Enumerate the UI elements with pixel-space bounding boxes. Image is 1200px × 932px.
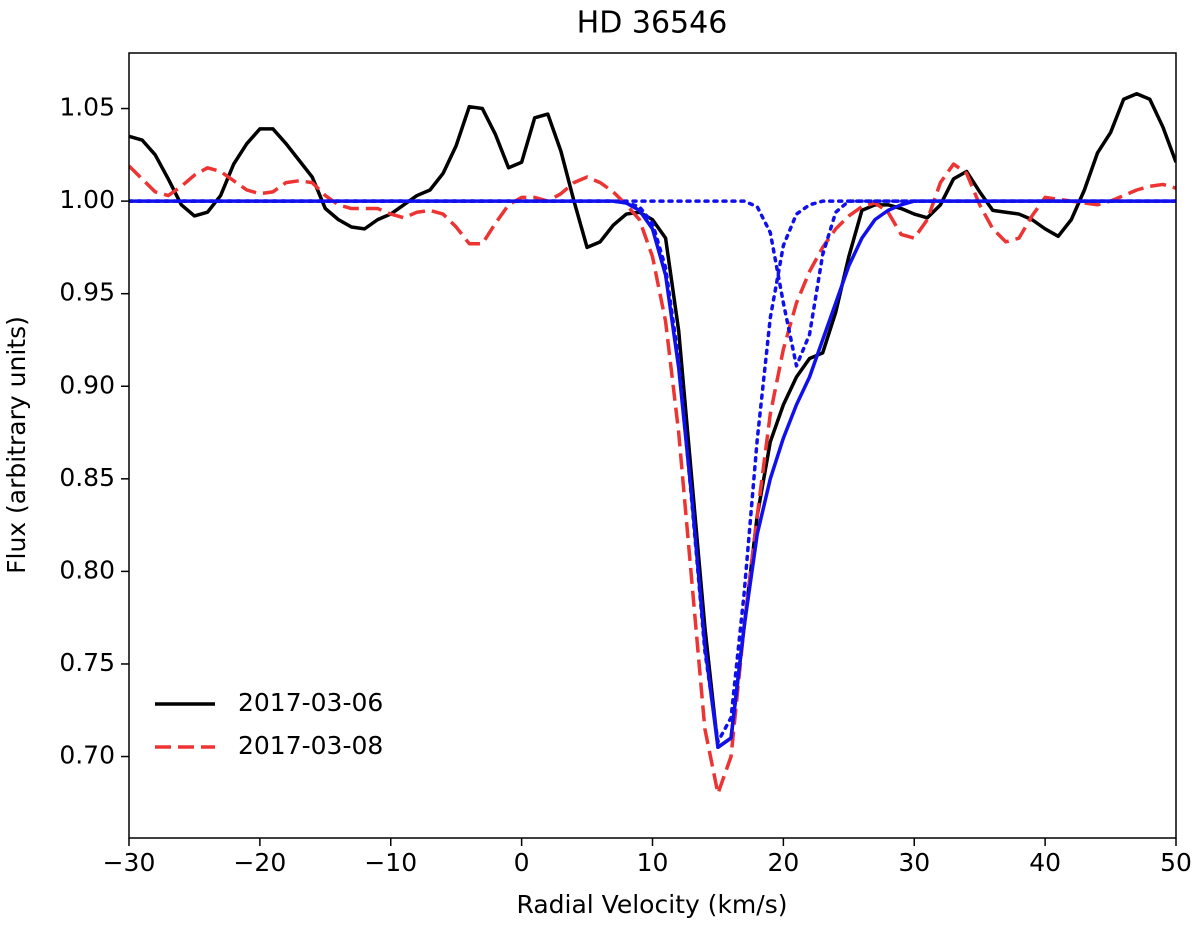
- x-tick-label: 20: [767, 848, 799, 877]
- chart-title: HD 36546: [577, 6, 728, 41]
- legend-label: 2017-03-06: [238, 688, 383, 717]
- y-tick-label: 0.90: [59, 370, 115, 399]
- x-tick-label: 40: [1029, 848, 1061, 877]
- y-tick-label: 1.05: [59, 93, 115, 122]
- x-tick-label: 10: [637, 848, 669, 877]
- x-tick-label: 50: [1160, 848, 1192, 877]
- y-tick-label: 0.70: [59, 741, 115, 770]
- x-tick-label: 0: [514, 848, 530, 877]
- series-line: [129, 162, 1176, 796]
- x-tick-label: −20: [233, 848, 286, 877]
- x-axis-label: Radial Velocity (km/s): [517, 890, 788, 919]
- y-tick-label: 1.00: [59, 185, 115, 214]
- y-tick-label: 0.95: [59, 278, 115, 307]
- y-axis-label: Flux (arbitrary units): [2, 316, 31, 574]
- y-tick-label: 0.85: [59, 463, 115, 492]
- x-tick-label: 30: [898, 848, 930, 877]
- legend-label: 2017-03-08: [238, 731, 383, 760]
- x-tick-label: −30: [103, 848, 156, 877]
- series-line: [129, 199, 1176, 750]
- y-tick-label: 0.75: [59, 648, 115, 677]
- series-line: [129, 91, 1176, 750]
- x-tick-label: −10: [364, 848, 417, 877]
- y-tick-label: 0.80: [59, 555, 115, 584]
- plot-frame: [128, 52, 1177, 839]
- series-line: [129, 199, 1176, 744]
